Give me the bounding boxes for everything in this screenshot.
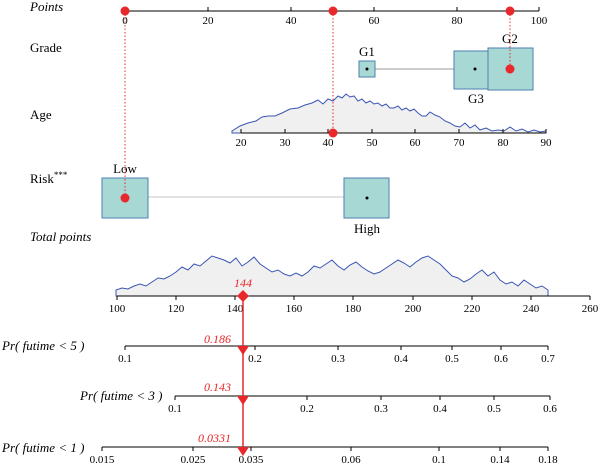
age-tick-label: 30 bbox=[280, 137, 292, 149]
risk-label: Risk*** bbox=[30, 170, 68, 186]
points-tick-label: 20 bbox=[203, 15, 215, 27]
pr1-tick-label: 0.025 bbox=[181, 454, 206, 466]
pr3-tick-label: 0.6 bbox=[543, 403, 557, 415]
age-tick-label: 70 bbox=[454, 137, 466, 149]
pr3-label: Pr( futime < 3 ) bbox=[79, 388, 162, 403]
age-tick-label: 40 bbox=[323, 137, 335, 149]
pr5-tick-label: 0.1 bbox=[118, 353, 132, 365]
pr3-tick-label: 0.1 bbox=[168, 403, 182, 415]
pr5-label: Pr( futime < 5 ) bbox=[1, 338, 84, 353]
grade-g1-label: G1 bbox=[359, 44, 375, 59]
grade-g3-center bbox=[473, 67, 477, 71]
pr3-tick-label: 0.5 bbox=[487, 403, 501, 415]
pr5-tick-label: 0.3 bbox=[331, 353, 345, 365]
points-tick-label: 60 bbox=[369, 15, 381, 27]
pr5-tick-label: 0.6 bbox=[494, 353, 508, 365]
pr5-tick-label: 0.4 bbox=[394, 353, 408, 365]
pr1-tick-label: 0.035 bbox=[239, 454, 264, 466]
pr3-axis: 0.1 0.2 0.3 0.4 0.5 0.6 bbox=[168, 395, 557, 415]
pr3-value: 0.143 bbox=[204, 380, 231, 394]
points-tick-label: 0 bbox=[122, 15, 128, 27]
pr5-tick-label: 0.5 bbox=[445, 353, 459, 365]
points-tick-label: 40 bbox=[286, 15, 298, 27]
points-tick-label: 100 bbox=[531, 15, 548, 27]
total_points-tick-label: 220 bbox=[464, 303, 481, 315]
pr5-tick-label: 0.2 bbox=[248, 353, 262, 365]
pr3-tick-label: 0.2 bbox=[300, 403, 314, 415]
risk-high-center bbox=[365, 196, 369, 200]
pr1-tick-label: 0.015 bbox=[90, 454, 115, 466]
total_points-tick-label: 180 bbox=[345, 303, 362, 315]
points-tick-label: 80 bbox=[452, 15, 464, 27]
total_points-tick-label: 160 bbox=[286, 303, 303, 315]
pr3-tick-label: 0.3 bbox=[374, 403, 388, 415]
pr3-tick-label: 0.4 bbox=[433, 403, 447, 415]
risk-row: Low High bbox=[101, 161, 390, 236]
age-tick-label: 50 bbox=[367, 137, 379, 149]
points-marker-grade bbox=[505, 6, 515, 16]
risk-selected-marker bbox=[120, 193, 130, 203]
grade-g2-label: G2 bbox=[502, 31, 518, 46]
pr1-tick-label: 0.1 bbox=[432, 454, 446, 466]
total-points-row: 100 120 140 160 180 200 220 240 260 bbox=[109, 255, 599, 315]
total_points-tick-label: 120 bbox=[168, 303, 185, 315]
pr1-marker bbox=[237, 447, 249, 456]
grade-g3-label: G3 bbox=[468, 91, 484, 106]
total_points-tick-label: 240 bbox=[523, 303, 540, 315]
risk-high-box bbox=[343, 177, 390, 219]
age-selected-marker bbox=[328, 128, 338, 138]
points-marker-risk bbox=[120, 6, 130, 16]
pr3-marker bbox=[237, 396, 249, 405]
total-points-value: 144 bbox=[234, 276, 252, 290]
age-row: 20 30 40 50 60 70 80 90 bbox=[231, 93, 553, 149]
total-points-density bbox=[115, 255, 549, 297]
pr5-marker bbox=[237, 346, 249, 355]
risk-significance: *** bbox=[54, 170, 68, 180]
pr1-label: Pr( futime < 1 ) bbox=[1, 440, 84, 455]
points-label: Points bbox=[29, 0, 63, 14]
total_points-tick-label: 200 bbox=[405, 303, 422, 315]
total-points-marker bbox=[237, 290, 249, 302]
grade-label: Grade bbox=[30, 40, 62, 55]
pr1-tick-label: 0.06 bbox=[341, 454, 361, 466]
grade-g1-center bbox=[365, 67, 369, 71]
age-label: Age bbox=[30, 107, 52, 122]
pr1-tick-label: 0.14 bbox=[490, 454, 510, 466]
age-tick-label: 60 bbox=[410, 137, 422, 149]
age-tick-label: 80 bbox=[498, 137, 510, 149]
age-density bbox=[231, 93, 547, 134]
pr1-axis: 0.015 0.025 0.035 0.06 0.1 0.14 0.18 bbox=[90, 446, 558, 466]
pr1-tick-label: 0.18 bbox=[538, 454, 558, 466]
grade-selected-marker bbox=[505, 64, 515, 74]
total_points-tick-label: 140 bbox=[227, 303, 244, 315]
risk-high-label: High bbox=[354, 221, 381, 236]
age-tick-label: 20 bbox=[236, 137, 248, 149]
age-tick-label: 90 bbox=[541, 137, 553, 149]
total_points-tick-label: 260 bbox=[582, 303, 599, 315]
total_points-tick-label: 100 bbox=[109, 303, 126, 315]
pr5-value: 0.186 bbox=[204, 332, 231, 346]
pr1-value: 0.0331 bbox=[198, 431, 231, 445]
pr5-axis: 0.1 0.2 0.3 0.4 0.5 0.6 0.7 bbox=[118, 345, 555, 365]
total-points-label: Total points bbox=[30, 229, 91, 244]
pr5-tick-label: 0.7 bbox=[541, 353, 555, 365]
risk-label-text: Risk bbox=[30, 171, 54, 186]
points-marker-age bbox=[328, 6, 338, 16]
